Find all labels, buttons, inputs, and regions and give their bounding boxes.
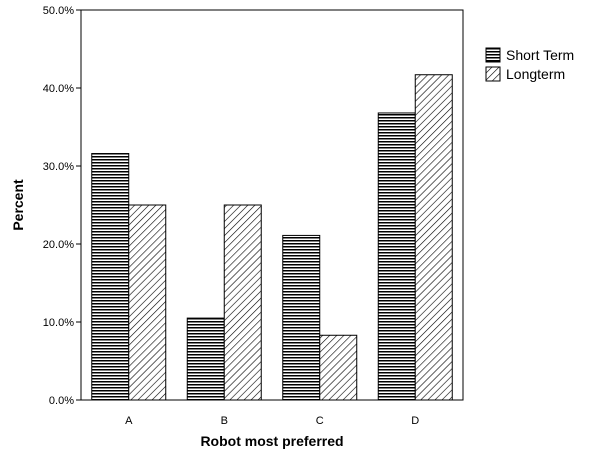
legend-swatch xyxy=(485,47,501,63)
bar-d-series-2 xyxy=(414,74,453,401)
legend-label: Longterm xyxy=(506,66,565,82)
x-tick-label: A xyxy=(125,415,133,427)
y-tick-label: 10.0% xyxy=(43,317,74,329)
y-tick-label: 20.0% xyxy=(43,239,74,251)
y-axis-title: Percent xyxy=(10,179,26,231)
bar-b-series-2 xyxy=(223,204,262,401)
x-axis-title: Robot most preferred xyxy=(200,433,343,449)
bar-c-series-1 xyxy=(282,234,321,401)
bar-d-series-1 xyxy=(377,112,416,401)
y-tick-label: 50.0% xyxy=(43,5,74,17)
bar-b-series-1 xyxy=(186,317,225,401)
bars-group xyxy=(91,74,453,401)
legend-swatch xyxy=(485,66,501,82)
bar-c-series-2 xyxy=(319,334,358,401)
x-axis: A B C D xyxy=(125,415,419,427)
y-axis: 0.0% 10.0% 20.0% 30.0% 40.0% 50.0% xyxy=(43,5,81,407)
x-tick-label: C xyxy=(316,415,324,427)
legend-label: Short Term xyxy=(506,47,574,63)
bar-a-series-2 xyxy=(128,204,167,401)
bar-a-series-1 xyxy=(91,153,130,401)
y-tick-label: 0.0% xyxy=(49,395,74,407)
legend: Short Term Longterm xyxy=(485,47,574,82)
y-tick-label: 40.0% xyxy=(43,83,74,95)
x-tick-label: D xyxy=(411,415,419,427)
x-tick-label: B xyxy=(221,415,228,427)
y-tick-label: 30.0% xyxy=(43,161,74,173)
